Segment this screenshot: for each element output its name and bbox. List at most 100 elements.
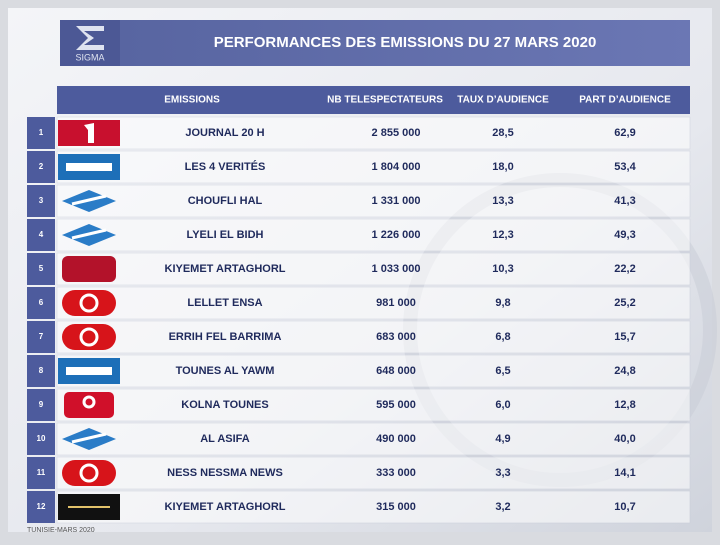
logo-mark [79,327,99,347]
rank-cell [27,423,55,455]
cell: 595 000 [376,399,416,411]
cell: KIYEMET ARTAGHORL [165,501,286,513]
rank-cell [27,151,55,183]
row [56,490,691,524]
cell: 24,8 [614,365,635,377]
cell: KOLNA TOUNES [181,399,268,411]
logo [62,290,116,316]
column-header: TAUX D’AUDIENCE [457,95,549,106]
cell: NESS NESSMA NEWS [167,467,283,479]
rank-cell [27,219,55,251]
logo-mark [66,367,112,375]
cell: 3,2 [495,501,510,513]
cell: 49,3 [614,229,635,241]
cell: 683 000 [376,331,416,343]
column-header: PART D’AUDIENCE [579,95,671,106]
cell: 2 855 000 [372,127,421,139]
cell: 3,3 [495,467,510,479]
row [56,252,691,286]
row [56,116,691,150]
cell: 62,9 [614,127,635,139]
row [56,422,691,456]
cell: KIYEMET ARTAGHORL [165,263,286,275]
logo [62,324,116,350]
cell: 6,8 [495,331,510,343]
cell: LELLET ENSA [187,297,262,309]
brand: SIGMA [75,52,104,62]
cell: 25,2 [614,297,635,309]
rank-cell [27,355,55,387]
title: PERFORMANCES DES EMISSIONS DU 27 MARS 20… [214,34,597,51]
logo [64,392,114,418]
cell: 15,7 [614,331,635,343]
logo-mark [71,194,107,206]
rank-cell [27,321,55,353]
logo-mark [82,395,96,409]
cell: ERRIH FEL BARRIMA [169,331,282,343]
cell: 648 000 [376,365,416,377]
rank: 8 [39,366,44,375]
cell: 14,1 [614,467,635,479]
rank: 9 [39,400,44,409]
logo [62,460,116,486]
rank-cell [27,185,55,217]
logo-mark [71,228,107,240]
rank-cell [27,253,55,285]
cell: 18,0 [492,161,513,173]
cell: LYELI EL BIDH [186,229,263,241]
rank: 5 [39,264,44,273]
rank: 11 [37,468,46,477]
cell: 13,3 [492,195,513,207]
rank: 6 [39,298,44,307]
cell: 4,9 [495,433,510,445]
row [56,354,691,388]
cell: 6,5 [495,365,510,377]
cell: 333 000 [376,467,416,479]
cell: AL ASIFA [200,433,250,445]
cell: LES 4 VERITÉS [185,160,266,173]
cell: 12,3 [492,229,513,241]
title-bar [60,20,690,66]
logo-mark [79,463,99,483]
logo-mark [84,123,94,143]
cell: 40,0 [614,433,635,445]
rank-cell [27,457,55,489]
cell: 6,0 [495,399,510,411]
rank: 10 [37,434,46,443]
cell: 1 804 000 [372,161,421,173]
row [56,184,691,218]
cell: 28,5 [492,127,513,139]
cell: 41,3 [614,195,635,207]
cell: 981 000 [376,297,416,309]
cell: 22,2 [614,263,635,275]
rank: 12 [37,502,46,511]
rank-cell [27,491,55,523]
rank: 7 [39,332,44,341]
cell: 53,4 [614,161,636,173]
rank: 4 [39,230,44,239]
logo-mark [79,293,99,313]
row [56,388,691,422]
cell: 10,7 [614,501,635,513]
footer: TUNISIE-MARS 2020 [27,527,95,534]
brand-icon [76,26,104,50]
row [56,320,691,354]
cell: 1 226 000 [372,229,421,241]
cell: TOUNES AL YAWM [176,365,275,377]
cell: 1 033 000 [372,263,421,275]
logo-mark [71,432,107,444]
cell: 315 000 [376,501,416,513]
row [56,456,691,490]
cell: 490 000 [376,433,416,445]
row [56,218,691,252]
row [56,150,691,184]
rank: 3 [39,196,44,205]
row [56,286,691,320]
column-header: NB TELESPECTATEURS [327,95,443,106]
column-header: EMISSIONS [164,95,220,106]
cell: 10,3 [492,263,513,275]
rank-cell [27,117,55,149]
logo-mark [66,163,112,171]
cell: 9,8 [495,297,510,309]
